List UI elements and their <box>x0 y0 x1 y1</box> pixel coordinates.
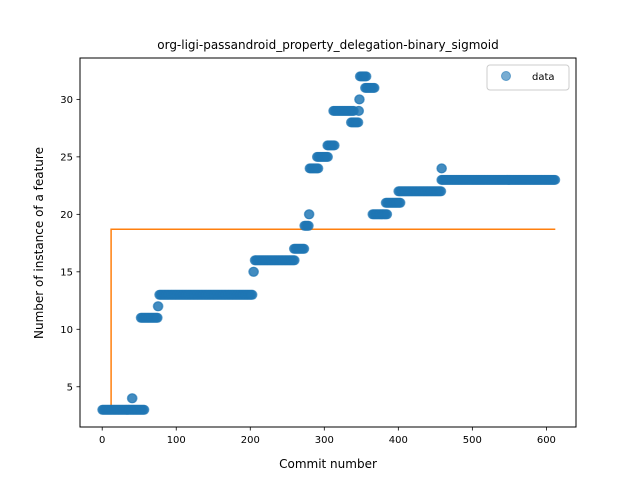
data-point <box>323 151 333 162</box>
y-tick-label: 30 <box>60 95 73 106</box>
data-point <box>313 163 324 174</box>
y-tick-label: 20 <box>60 210 73 221</box>
data-point <box>436 186 447 197</box>
data-point <box>139 404 150 415</box>
legend: data <box>486 64 570 91</box>
y-axis-label: Number of instance of a feature <box>32 147 46 339</box>
x-axis-ticks: 0 100 200 300 400 500 600 <box>99 427 556 446</box>
data-point <box>437 163 447 174</box>
y-tick-label: 15 <box>60 267 73 278</box>
legend-marker-data <box>501 71 511 81</box>
y-axis-ticks: 5 10 15 20 25 30 <box>60 95 80 393</box>
data-point <box>354 94 365 105</box>
x-tick-label: 200 <box>241 435 260 446</box>
axes-frame <box>79 57 577 428</box>
data-point <box>152 312 163 323</box>
data-point <box>249 266 259 277</box>
data-point <box>299 243 310 254</box>
chart-title: org-ligi-passandroid_property_delegation… <box>157 38 498 52</box>
x-tick-label: 100 <box>167 435 186 446</box>
data-point <box>361 71 372 82</box>
data-point <box>354 105 365 116</box>
data-point <box>247 289 258 300</box>
data-point <box>329 140 340 151</box>
data-point <box>353 117 364 128</box>
data-point <box>289 255 300 266</box>
data-point <box>550 174 561 185</box>
y-tick-label: 25 <box>60 152 73 163</box>
data-point <box>127 393 138 404</box>
y-tick-label: 5 <box>67 382 73 393</box>
data-point <box>304 209 315 220</box>
x-tick-label: 0 <box>99 435 105 446</box>
x-axis-label: Commit number <box>279 457 377 471</box>
data-point <box>382 209 393 220</box>
y-tick-label: 10 <box>60 325 73 336</box>
data-point <box>395 197 406 208</box>
data-point <box>369 82 380 93</box>
data-point <box>153 301 164 312</box>
x-tick-label: 600 <box>537 435 556 446</box>
data-point <box>303 220 314 231</box>
x-tick-label: 300 <box>315 435 334 446</box>
x-tick-label: 500 <box>463 435 482 446</box>
x-tick-label: 400 <box>389 435 408 446</box>
legend-label-data: data <box>532 72 555 83</box>
legend-box <box>486 64 570 91</box>
plot-area <box>97 71 561 415</box>
